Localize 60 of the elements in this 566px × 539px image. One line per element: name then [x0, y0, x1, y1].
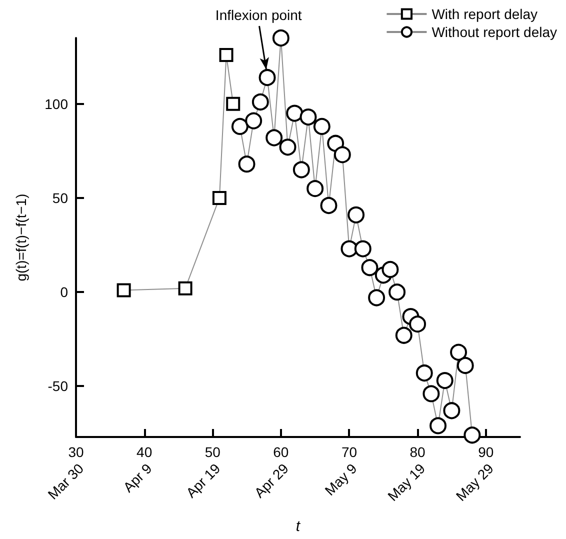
legend-label: With report delay [432, 6, 538, 22]
x2-tick-label: May 19 [384, 460, 428, 504]
point [266, 129, 283, 146]
point [368, 289, 386, 306]
x-tick-label: 80 [410, 444, 426, 460]
point [252, 93, 269, 110]
point [258, 69, 276, 86]
point [292, 161, 310, 178]
x2-tick-label: May 9 [322, 460, 360, 499]
y-tick-label: 100 [44, 96, 68, 112]
point [306, 180, 324, 198]
point [443, 402, 460, 420]
point [395, 326, 412, 344]
point [286, 104, 304, 122]
x-tick-label: 50 [204, 444, 221, 460]
y-tick-label: 0 [60, 284, 68, 300]
y-tick-label: 50 [52, 190, 68, 206]
point [422, 385, 440, 402]
point [320, 197, 338, 214]
point [416, 364, 433, 382]
annotation: Inflexion point [215, 7, 302, 24]
x-tick-label: 30 [68, 444, 84, 460]
x2-tick-label: Apr 9 [120, 460, 156, 496]
x-tick-label: 90 [478, 444, 494, 460]
point [436, 372, 454, 390]
x2-tick-label: Apr 29 [251, 460, 292, 501]
x-axis-title: t [296, 518, 301, 535]
point [300, 108, 317, 126]
point [354, 240, 372, 258]
x-tick-label: 70 [341, 444, 358, 460]
point [388, 284, 406, 301]
point [464, 426, 481, 444]
point [238, 156, 256, 173]
point [456, 356, 474, 374]
point [450, 344, 468, 361]
point [409, 316, 426, 333]
point [348, 206, 365, 224]
x-tick-label: 60 [273, 444, 289, 460]
x2-tick-label: Apr 19 [182, 460, 224, 501]
point [334, 146, 351, 164]
x2-tick-label: Mar 30 [44, 460, 87, 502]
point [178, 281, 192, 296]
x2-tick-label: May 29 [452, 460, 497, 504]
point [313, 118, 330, 135]
point [226, 96, 240, 111]
point [231, 118, 248, 135]
point [212, 190, 226, 205]
point [382, 261, 399, 278]
point [279, 138, 296, 156]
x-tick-label: 40 [136, 444, 152, 460]
point [361, 259, 378, 276]
point [340, 240, 358, 258]
point [272, 30, 290, 46]
y-axis-title: g(t)=f(t)−f(t−1) [13, 194, 29, 282]
point [219, 48, 234, 62]
point [430, 417, 447, 434]
point [245, 112, 262, 130]
point [116, 283, 131, 298]
legend-label: Without report delay [432, 24, 558, 40]
y-tick-label: -50 [48, 378, 68, 394]
